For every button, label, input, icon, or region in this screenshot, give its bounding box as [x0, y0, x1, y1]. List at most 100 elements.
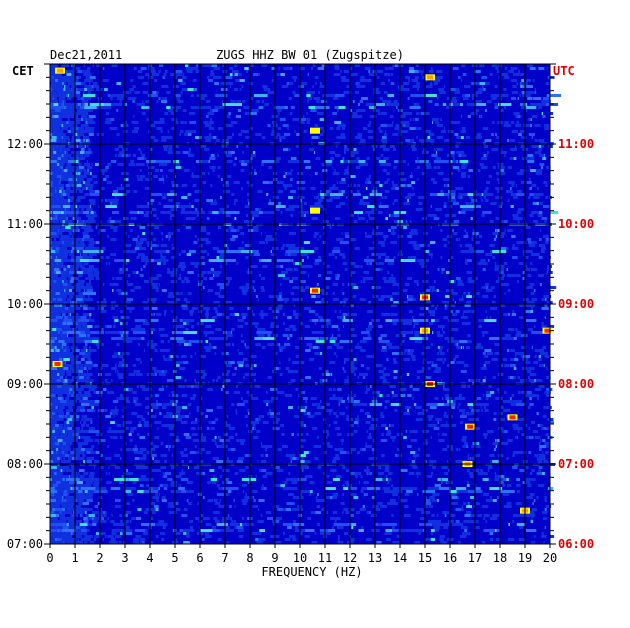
noise-cell: [171, 310, 173, 313]
noise-cell: [56, 280, 59, 283]
noise-cell: [170, 280, 178, 283]
noise-cell: [305, 349, 311, 352]
noise-cell: [76, 271, 83, 274]
noise-cell: [463, 97, 469, 100]
noise-cell: [484, 139, 492, 142]
noise-cell: [64, 229, 67, 232]
noise-cell: [384, 73, 391, 76]
noise-cell: [66, 124, 73, 127]
noise-cell: [247, 307, 251, 310]
noise-cell: [118, 352, 121, 355]
noise-cell: [79, 76, 81, 79]
noise-cell: [62, 241, 68, 244]
noise-cell: [184, 277, 189, 280]
noise-cell: [453, 280, 457, 283]
noise-cell: [143, 157, 147, 160]
noise-cell: [183, 322, 187, 325]
noise-cell: [364, 67, 371, 70]
noise-cell: [82, 325, 87, 328]
noise-cell: [350, 109, 353, 112]
noise-cell: [168, 292, 174, 295]
noise-cell: [206, 232, 211, 235]
noise-cell: [80, 154, 84, 157]
noise-cell: [131, 337, 142, 340]
noise-cell: [59, 313, 61, 316]
noise-cell: [262, 181, 269, 184]
noise-cell: [409, 175, 413, 178]
noise-cell: [105, 112, 109, 115]
noise-cell: [508, 181, 515, 184]
noise-cell: [136, 175, 139, 178]
noise-cell: [492, 250, 507, 253]
noise-cell: [492, 121, 495, 124]
noise-cell: [484, 166, 487, 169]
noise-cell: [146, 322, 150, 325]
noise-cell: [86, 79, 93, 82]
noise-cell: [407, 193, 416, 196]
noise-cell: [241, 340, 245, 343]
noise-cell: [390, 82, 395, 85]
noise-cell: [268, 295, 271, 298]
noise-cell: [466, 103, 474, 106]
noise-cell: [493, 202, 497, 205]
noise-cell: [342, 292, 345, 295]
noise-cell: [225, 343, 231, 346]
noise-cell: [50, 130, 55, 133]
noise-cell: [344, 361, 346, 364]
noise-cell: [412, 241, 417, 244]
noise-cell: [160, 100, 168, 103]
noise-cell: [494, 352, 501, 355]
noise-cell: [107, 235, 110, 238]
noise-cell: [368, 106, 376, 109]
noise-cell: [88, 307, 91, 310]
noise-cell: [85, 343, 87, 346]
noise-cell: [235, 79, 240, 82]
noise-cell: [101, 199, 103, 202]
noise-cell: [53, 64, 58, 67]
noise-cell: [233, 163, 237, 166]
noise-cell: [390, 73, 394, 76]
noise-cell: [58, 244, 60, 247]
noise-cell: [526, 85, 533, 88]
noise-cell: [246, 214, 248, 217]
noise-cell: [480, 91, 483, 94]
noise-cell: [375, 286, 381, 289]
noise-cell: [538, 148, 542, 151]
noise-cell: [295, 346, 300, 349]
noise-cell: [214, 82, 219, 85]
noise-cell: [198, 238, 204, 241]
noise-cell: [85, 76, 91, 79]
noise-cell: [120, 316, 128, 319]
noise-cell: [410, 322, 412, 325]
noise-cell: [403, 352, 406, 355]
noise-cell: [524, 226, 531, 229]
noise-cell: [339, 340, 353, 343]
noise-cell: [294, 118, 300, 121]
noise-cell: [113, 229, 118, 232]
noise-cell: [105, 256, 110, 259]
noise-cell: [252, 151, 256, 154]
noise-cell: [213, 67, 220, 70]
noise-cell: [434, 103, 439, 106]
noise-cell: [393, 148, 396, 151]
noise-cell: [533, 97, 540, 100]
noise-cell: [455, 133, 459, 136]
noise-cell: [336, 136, 344, 139]
noise-cell: [124, 340, 129, 343]
noise-cell: [409, 118, 412, 121]
noise-cell: [183, 331, 198, 334]
noise-cell: [50, 340, 59, 343]
noise-cell: [335, 196, 341, 199]
noise-cell: [394, 160, 398, 163]
noise-cell: [408, 241, 416, 244]
noise-cell: [69, 205, 85, 208]
noise-cell: [489, 316, 492, 319]
noise-cell: [355, 115, 363, 118]
noise-cell: [409, 337, 423, 340]
noise-cell: [51, 136, 57, 139]
noise-cell: [358, 163, 366, 166]
noise-cell: [72, 355, 79, 358]
noise-cell: [501, 73, 505, 76]
noise-cell: [129, 211, 144, 214]
noise-cell: [95, 277, 101, 280]
